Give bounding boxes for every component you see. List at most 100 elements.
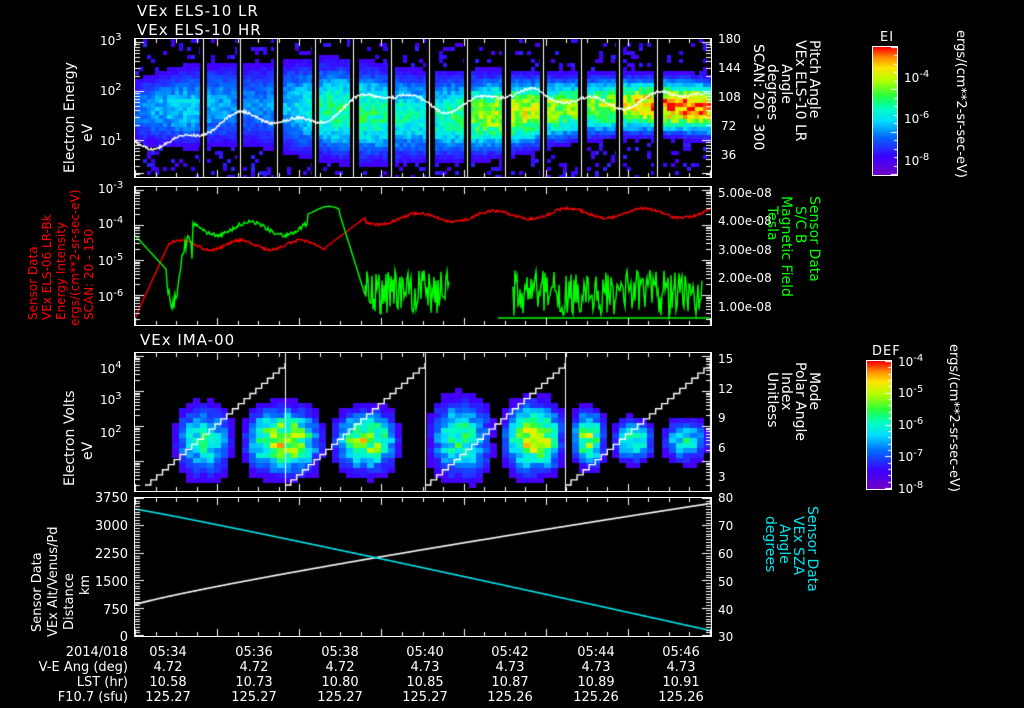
panel2-right-label-3: Magnetic Field xyxy=(778,196,794,297)
table-cell-r3-c5: 125.26 xyxy=(573,690,619,705)
panel1-left-axis-label-line1: Electron Energy xyxy=(62,62,78,173)
table-cell-r0-c3: 05:40 xyxy=(406,645,444,660)
table-cell-r0-c5: 05:44 xyxy=(577,645,615,660)
table-cell-r2-c3: 10.85 xyxy=(406,675,444,690)
panel3-rtick-12: 12 xyxy=(718,382,734,396)
panel2-rtick-2: 4.00e-08 xyxy=(718,214,772,228)
table-cell-r1-c0: 4.72 xyxy=(153,660,183,675)
panel3-ytick-3: 102 xyxy=(100,424,122,440)
table-cell-r0-c6: 05:46 xyxy=(662,645,700,660)
colorbar-def-units: ergs/(cm**2-sr-sec-eV) xyxy=(946,344,961,492)
panel4-left-label-2: VEx Alt/Venus/Pd xyxy=(46,526,61,637)
table-cell-r2-c5: 10.89 xyxy=(577,675,615,690)
panel2-left-label-1: Sensor Data xyxy=(26,246,40,320)
panel2-left-label-2: VEx ELS-06 LR-Bk xyxy=(40,214,54,320)
panel4-rtick-80: 80 xyxy=(718,491,734,505)
panel1-right-axis-label-4: degrees xyxy=(764,64,780,121)
panel1-rtick-144: 144 xyxy=(718,61,741,75)
table-cell-r3-c4: 125.26 xyxy=(487,690,533,705)
panel4-ytick-3750: 3750 xyxy=(94,491,128,506)
panel3-rtick-6: 6 xyxy=(718,441,726,455)
colorbar-ei-units: ergs/(cm**2-sr-sec-eV) xyxy=(953,30,968,178)
table-row-label-3: F10.7 (sfu) xyxy=(57,690,128,705)
panel2-right-label-4: Tesla xyxy=(764,206,780,241)
table-cell-r2-c6: 10.91 xyxy=(662,675,700,690)
panel2-ytick-3: 10-5 xyxy=(98,252,124,268)
colorbar-def-title: DEF xyxy=(872,344,901,359)
table-cell-r3-c0: 125.27 xyxy=(145,690,191,705)
panel1-left-axis-label: Electron Energy xyxy=(62,45,78,173)
table-cell-r2-c0: 10.58 xyxy=(149,675,187,690)
panel1-ytick-1000: 103 xyxy=(100,32,122,48)
panel4-ytick-0: 0 xyxy=(119,630,128,645)
panel4-rtick-60: 60 xyxy=(718,547,734,561)
table-cell-r3-c6: 125.26 xyxy=(658,690,704,705)
table-cell-r0-c0: 05:34 xyxy=(149,645,187,660)
panel1-rtick-72: 72 xyxy=(721,119,737,133)
panel2-right-label-1: Sensor Data xyxy=(806,196,822,282)
colorbar-def-tick-3: 10-6 xyxy=(898,416,924,432)
panel4-ytick-750: 750 xyxy=(103,603,128,618)
table-cell-r2-c4: 10.87 xyxy=(491,675,529,690)
panel3-right-label-3: Index xyxy=(778,372,794,411)
colorbar-def-tick-2: 10-5 xyxy=(898,384,924,400)
colorbar-ei-title: EI xyxy=(880,30,895,45)
panel1-title-hr: VEx ELS-10 HR xyxy=(137,21,262,39)
panel1-ytick-100: 102 xyxy=(100,82,122,98)
table-cell-r0-c1: 05:36 xyxy=(235,645,273,660)
table-cell-r1-c3: 4.73 xyxy=(410,660,440,675)
colorbar-ei-tick-2: 10-6 xyxy=(904,110,930,126)
panel3-right-label-1: Mode xyxy=(806,372,822,411)
table-cell-r2-c1: 10.73 xyxy=(235,675,273,690)
panel3-rtick-9: 9 xyxy=(718,411,726,425)
table-cell-r0-c4: 05:42 xyxy=(491,645,529,660)
panel3-right-label-2: Polar Angle xyxy=(792,362,808,442)
panel3-ytick-2: 103 xyxy=(100,391,122,407)
panel4-right-label-2: VEx SZA xyxy=(790,516,806,576)
panel2-ytick-4: 10-6 xyxy=(98,288,124,304)
table-row-label-0: 2014/018 xyxy=(65,645,128,660)
panel2-rtick-5: 1.00e-08 xyxy=(718,300,772,314)
panel2-rtick-3: 3.00e-08 xyxy=(718,243,772,257)
colorbar-ei-tick-1: 10-4 xyxy=(904,69,930,85)
colorbar-def xyxy=(866,360,892,490)
panel2-right-label-2: S/C B xyxy=(792,206,808,244)
panel3-rtick-3: 3 xyxy=(718,470,726,484)
panel-energy-intensity-bfield xyxy=(134,186,712,326)
panel2-rtick-4: 2.00e-08 xyxy=(718,271,772,285)
table-cell-r1-c5: 4.73 xyxy=(581,660,611,675)
table-cell-r1-c2: 4.72 xyxy=(325,660,355,675)
panel1-right-axis-label-2: VEx ELS-10 LR xyxy=(792,40,808,142)
panel1-right-axis-label-3: Angle xyxy=(778,64,794,104)
panel2-left-label-5: SCAN: 20 - 150 xyxy=(82,228,96,320)
table-cell-r1-c4: 4.73 xyxy=(495,660,525,675)
panel1-left-axis-unit-text: eV xyxy=(80,123,96,142)
panel4-rtick-30: 30 xyxy=(718,630,734,644)
panel1-ytick-10: 101 xyxy=(100,132,122,148)
panel2-left-label-4: ergs/(cm**2-sr-sec-eV) xyxy=(68,189,82,326)
panel2-rtick-1: 5.00e-08 xyxy=(718,186,772,200)
table-cell-r3-c3: 125.27 xyxy=(402,690,448,705)
table-cell-r3-c1: 125.27 xyxy=(231,690,277,705)
panel3-ytick-1: 104 xyxy=(100,360,122,376)
panel1-title-lr: VEx ELS-10 LR xyxy=(137,2,259,20)
panel4-ytick-2250: 2250 xyxy=(94,547,128,562)
table-row-label-1: V-E Ang (deg) xyxy=(38,660,128,675)
colorbar-def-tick-4: 10-7 xyxy=(898,448,924,464)
colorbar-def-tick-5: 10-8 xyxy=(898,480,924,496)
table-cell-r1-c6: 4.73 xyxy=(666,660,696,675)
panel4-rtick-40: 40 xyxy=(718,603,734,617)
panel3-title: VEx IMA-00 xyxy=(140,331,236,349)
table-cell-r2-c2: 10.80 xyxy=(321,675,359,690)
panel-ima-spectrogram xyxy=(134,352,712,492)
table-cell-r1-c1: 4.72 xyxy=(239,660,269,675)
panel2-left-label-3: Energy Intensity xyxy=(54,221,68,320)
panel1-rtick-36: 36 xyxy=(721,148,737,162)
panel3-left-axis-unit: eV xyxy=(80,441,96,460)
panel4-right-label-3: Angle xyxy=(776,524,792,564)
panel1-rtick-180: 180 xyxy=(718,32,741,46)
panel4-ytick-3000: 3000 xyxy=(94,519,128,534)
panel2-ytick-2: 10-4 xyxy=(98,215,124,231)
panel2-ytick-1: 10-3 xyxy=(98,180,124,196)
